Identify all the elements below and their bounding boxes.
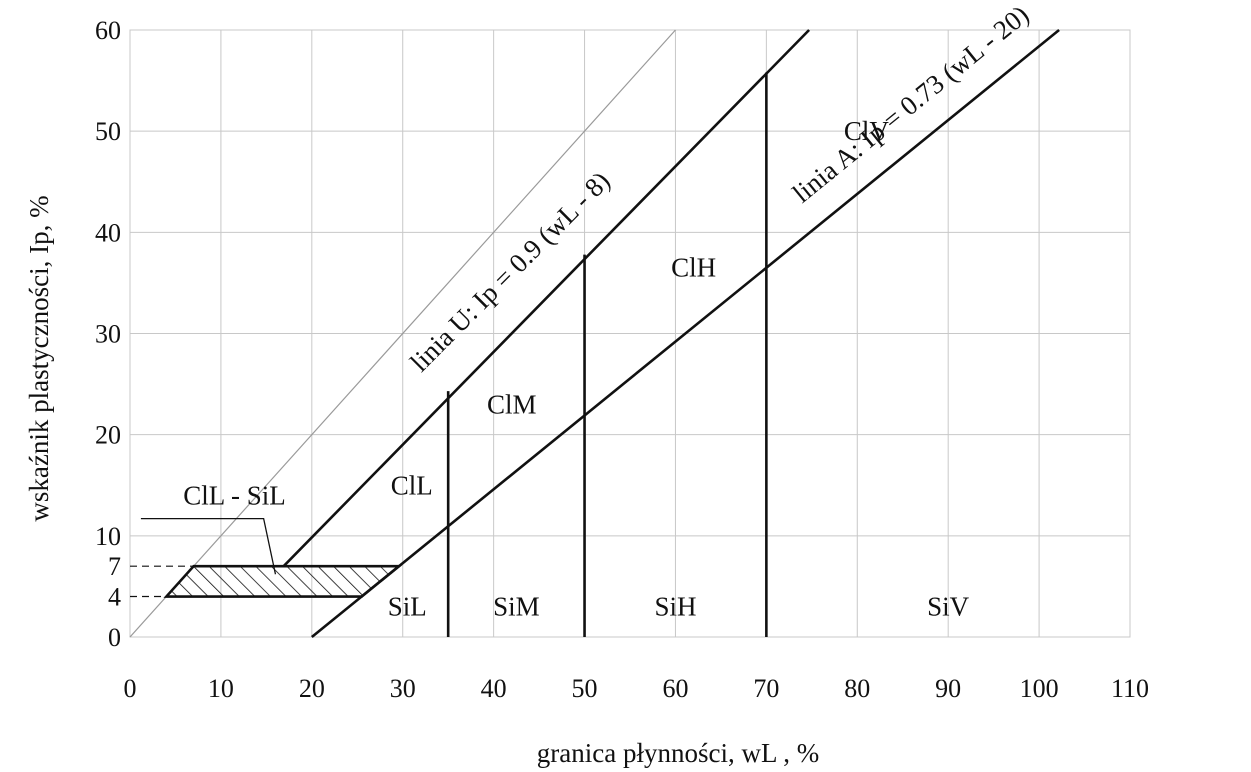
- region-label-ClL: ClL: [391, 470, 433, 500]
- y-tick-label: 60: [95, 16, 121, 45]
- grid: [129, 29, 1131, 638]
- a-line-label: linia A: Ip = 0.73 (wL - 20): [787, 0, 1035, 208]
- reference-line: [129, 29, 676, 638]
- x-tick-label: 100: [1020, 674, 1059, 703]
- x-axis-label: granica płynności, wL , %: [537, 738, 819, 768]
- plot-frame: [129, 29, 1131, 638]
- y-tick-label: 20: [95, 421, 121, 450]
- x-tick-label: 80: [844, 674, 870, 703]
- u-line: [282, 29, 811, 568]
- region-label-SiH: SiH: [654, 592, 696, 622]
- x-tick-label: 110: [1111, 674, 1149, 703]
- y-tick-label: 4: [108, 583, 121, 612]
- region-label-SiM: SiM: [493, 592, 540, 622]
- x-tick-label: 20: [299, 674, 325, 703]
- y-tick-label: 7: [108, 552, 121, 581]
- chart-marks: [129, 28, 1060, 639]
- y-tick-label: 40: [95, 218, 121, 247]
- hatched-zone: [163, 564, 403, 598]
- region-label-ClH: ClH: [671, 253, 716, 283]
- y-tick-label: 0: [108, 623, 121, 652]
- x-tick-label: 90: [935, 674, 961, 703]
- x-tick-label: 50: [572, 674, 598, 703]
- region-label-ClM: ClM: [487, 389, 537, 419]
- x-tick-label: 10: [208, 674, 234, 703]
- region-label-SiV: SiV: [927, 592, 970, 622]
- chart-text: 0 10 20 30 40 50 60 70 80 90 100 110047102030405060…: [24, 0, 1149, 768]
- y-tick-label: 50: [95, 117, 121, 146]
- y-tick-label: 10: [95, 522, 121, 551]
- a-line: [310, 28, 1060, 639]
- y-axis-label: wskaźnik plastyczności, Ip, %: [24, 195, 54, 521]
- x-tick-label: 70: [753, 674, 779, 703]
- x-tick-label: 0: [124, 674, 137, 703]
- region-label-ClV: ClV: [844, 116, 890, 146]
- y-tick-label: 30: [95, 320, 121, 349]
- region-label-SiL: SiL: [388, 592, 427, 622]
- hatched-zone-leader: [140, 517, 277, 575]
- x-tick-label: 60: [662, 674, 688, 703]
- x-tick-label: 40: [481, 674, 507, 703]
- hatched-zone-label: ClL - SiL: [183, 480, 286, 510]
- x-tick-label: 30: [390, 674, 416, 703]
